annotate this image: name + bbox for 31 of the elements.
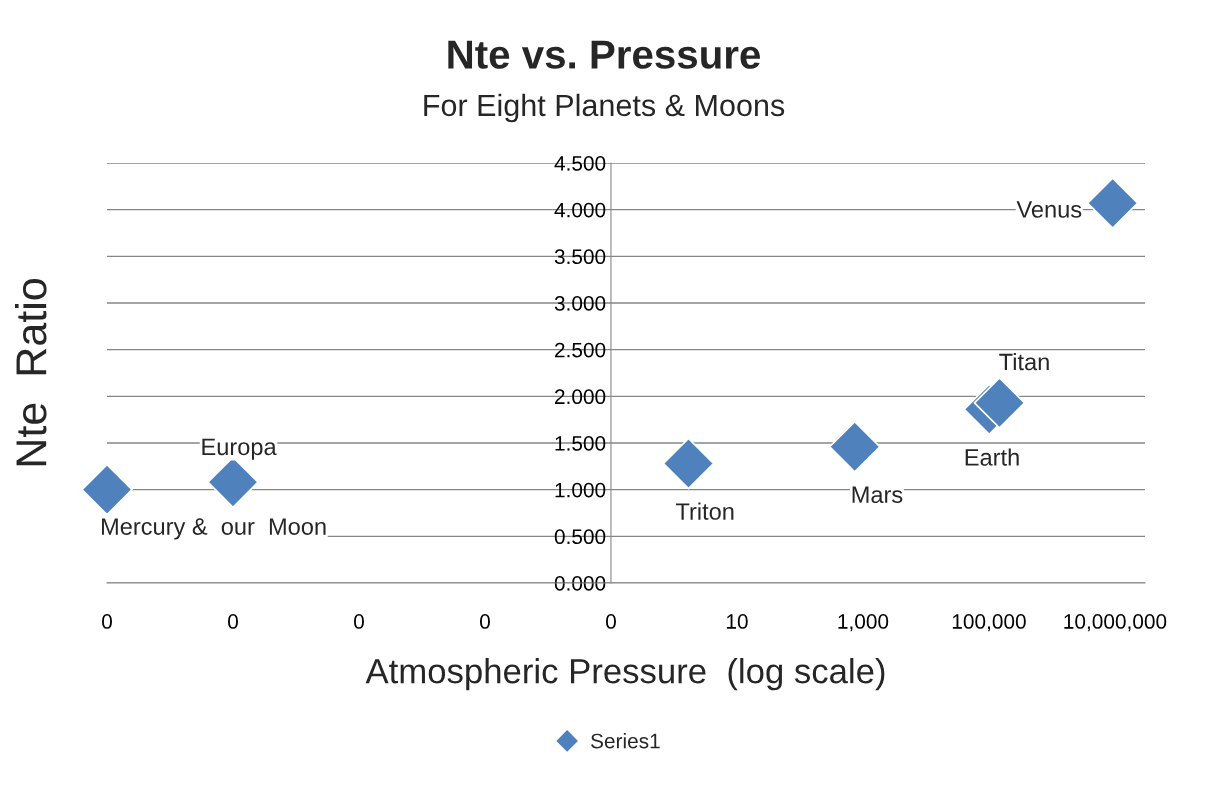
annotation: Mercury & our Moon — [101, 518, 326, 540]
y-tick-label: 0.500 — [554, 529, 606, 545]
y-tick-label: 3.500 — [554, 249, 606, 265]
x-tick-label: 100,000 — [952, 614, 1026, 632]
annotation: Triton — [675, 502, 734, 520]
y-tick-label: 0.000 — [554, 576, 606, 591]
annotation: Mars — [852, 486, 903, 504]
y-tick-label: 1.500 — [555, 436, 606, 451]
y-tick-label: 2.000 — [555, 389, 606, 405]
y-axis-title: Nte Ratio — [14, 279, 47, 466]
x-tick-label: 0 — [228, 614, 238, 629]
x-axis-title: Atmospheric Pressure (log scale) — [365, 657, 885, 691]
y-tick-label: 4.500 — [554, 156, 606, 171]
y-tick-label: 2.500 — [555, 342, 606, 358]
annotation: Titan — [999, 352, 1049, 371]
annotation: Europa — [202, 438, 277, 460]
legend-label: Series1 — [591, 733, 660, 749]
x-tick-label: 10 — [726, 614, 748, 629]
y-tick-label: 3.000 — [554, 296, 606, 311]
annotation: Earth — [965, 448, 1019, 466]
x-tick-label: 0 — [354, 614, 364, 629]
x-tick-label: 1,000 — [838, 614, 889, 632]
x-tick-label: 0 — [102, 614, 112, 629]
chart-title: Nte vs. Pressure — [448, 40, 760, 69]
chart-subtitle: For Eight Planets & Moons — [424, 93, 785, 123]
x-tick-label: 0 — [605, 614, 616, 629]
x-tick-label: 10,000,000 — [1064, 614, 1167, 632]
y-tick-label: 4.000 — [554, 202, 606, 218]
x-tick-label: 0 — [480, 614, 490, 629]
annotation: Venus — [1016, 201, 1082, 218]
y-tick-label: 1.000 — [555, 482, 606, 498]
